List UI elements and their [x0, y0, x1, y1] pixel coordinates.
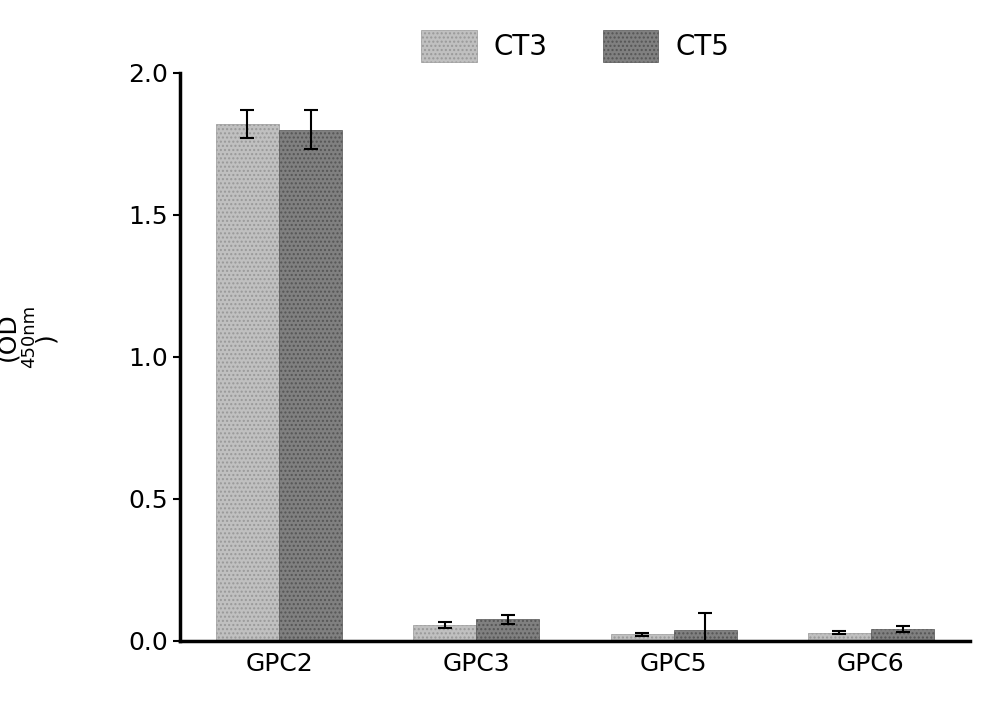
Bar [611, 634, 674, 641]
Text: ): ) [34, 332, 58, 341]
Text: 450nm: 450nm [21, 305, 39, 368]
Bar [279, 130, 342, 641]
Bar [808, 633, 871, 641]
Legend: CT3, CT5: CT3, CT5 [410, 18, 740, 73]
Bar [871, 629, 934, 641]
Bar [413, 625, 476, 641]
Bar [216, 124, 279, 641]
Text: (OD: (OD [0, 312, 20, 361]
Bar [674, 630, 737, 641]
Bar [476, 620, 539, 641]
